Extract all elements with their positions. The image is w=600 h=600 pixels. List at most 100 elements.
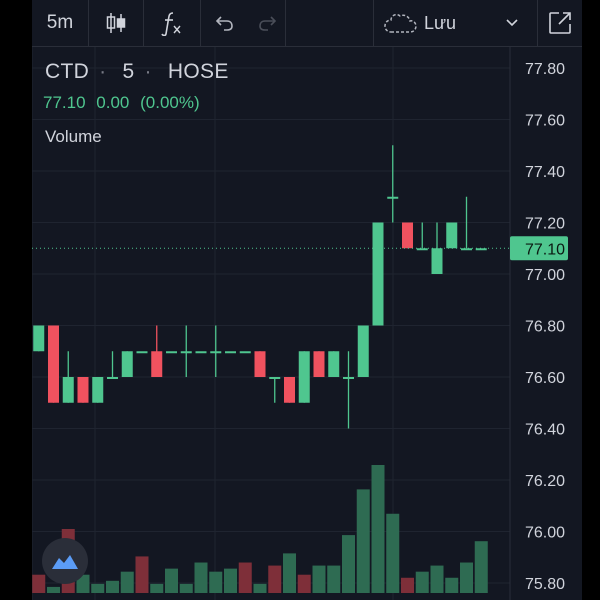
cloud-icon <box>384 13 417 33</box>
candle-body <box>121 351 133 377</box>
volume-bar <box>297 574 311 593</box>
symbol-exchange: HOSE <box>167 60 229 83</box>
symbol-legend[interactable]: CTD · 5 · HOSE <box>45 60 229 83</box>
interval-label: 5m <box>46 12 74 33</box>
save-options-dropdown[interactable] <box>492 0 532 46</box>
candle-body <box>136 351 148 354</box>
candle-body <box>402 222 413 249</box>
redo-button[interactable] <box>246 0 290 46</box>
save-label: Lưu <box>424 12 457 33</box>
volume-bar <box>460 562 473 593</box>
volume-bar <box>445 577 459 593</box>
left-screen-edge <box>0 0 32 600</box>
candle-body <box>313 351 325 377</box>
current-price-label: 77.10 <box>525 241 565 258</box>
volume-bar <box>120 571 134 593</box>
volume-bar <box>356 489 370 593</box>
candle-body <box>77 377 89 403</box>
fullscreen-icon <box>549 12 571 34</box>
candle-body <box>416 248 428 251</box>
price-tick-label: 76.00 <box>525 525 565 542</box>
save-layout-button[interactable]: Lưu <box>382 0 492 46</box>
volume-bar <box>32 574 46 593</box>
candles-icon <box>106 13 126 33</box>
volume-bar <box>209 571 223 593</box>
candle-body <box>166 351 177 354</box>
indicators-button[interactable] <box>144 0 200 46</box>
volume-bar <box>76 574 90 593</box>
candle-body <box>387 196 399 199</box>
volume-bar <box>386 513 400 593</box>
price-tick-label: 77.00 <box>525 267 565 284</box>
undo-icon <box>215 16 233 31</box>
candle-body <box>195 351 207 354</box>
volume-bar <box>268 565 282 593</box>
candle-body <box>254 351 266 377</box>
symbol-name: CTD <box>45 60 90 83</box>
candle-body <box>48 325 59 403</box>
candle-body <box>269 377 281 379</box>
volume-bar <box>415 571 429 593</box>
right-screen-edge <box>582 0 600 600</box>
interval-button[interactable]: 5m <box>32 0 88 46</box>
current-price-badge <box>510 236 568 261</box>
volume-legend[interactable]: Volume <box>45 127 102 146</box>
candle-body <box>284 377 295 403</box>
volume-bar <box>194 562 208 593</box>
volume-bar <box>224 568 237 593</box>
volume-bar <box>165 568 178 593</box>
price-tick-label: 77.20 <box>525 216 565 233</box>
price-tick-label: 77.40 <box>525 164 565 181</box>
candle-body <box>357 325 369 377</box>
price-tick-label: 77.60 <box>525 113 565 130</box>
chart-type-button[interactable] <box>89 0 143 46</box>
volume-bar <box>135 556 149 593</box>
indicators-icon <box>161 12 181 36</box>
volume-bar <box>342 535 355 593</box>
price-tick-label: 76.60 <box>525 370 565 387</box>
volume-bar <box>401 577 414 593</box>
volume-bar <box>150 583 164 593</box>
candle-body <box>461 248 472 251</box>
price-legend: 77.10 0.00 (0.00%) <box>43 93 206 113</box>
fullscreen-button[interactable] <box>538 0 582 46</box>
volume-bar <box>106 580 119 593</box>
candle-body <box>62 377 74 403</box>
candle-body <box>33 325 45 352</box>
logo-icon <box>52 555 78 569</box>
volume-bar <box>371 465 385 593</box>
symbol-interval: 5 <box>122 60 135 83</box>
redo-icon <box>259 16 277 31</box>
candle-body <box>328 351 340 377</box>
candle-body <box>180 351 192 354</box>
volume-bar <box>327 565 341 593</box>
candle-body <box>225 351 236 354</box>
volume-bar <box>179 583 193 593</box>
volume-bar <box>91 583 105 593</box>
volume-bar <box>312 565 326 593</box>
volume-bar <box>253 583 267 593</box>
price-tick-label: 76.20 <box>525 473 565 490</box>
candle-body <box>446 222 458 249</box>
last-price: 77.10 <box>43 93 86 112</box>
volume-bar <box>430 565 444 593</box>
undo-button[interactable] <box>202 0 246 46</box>
candle-body <box>92 377 104 403</box>
volume-bar <box>283 553 296 593</box>
volume-bar <box>474 541 488 593</box>
price-tick-label: 75.80 <box>525 576 565 593</box>
candle-body <box>298 351 310 403</box>
candle-body <box>151 351 163 377</box>
top-toolbar: 5m <box>32 0 582 47</box>
price-tick-label: 77.80 <box>525 61 565 78</box>
candle-body <box>475 248 487 251</box>
candle-body <box>343 377 354 379</box>
price-tick-label: 76.80 <box>525 319 565 336</box>
chevron-down-icon <box>506 19 518 27</box>
tradingview-logo-button[interactable] <box>42 538 88 584</box>
candle-body <box>372 222 384 326</box>
volume-bar <box>238 562 252 593</box>
candle-body <box>431 248 443 274</box>
